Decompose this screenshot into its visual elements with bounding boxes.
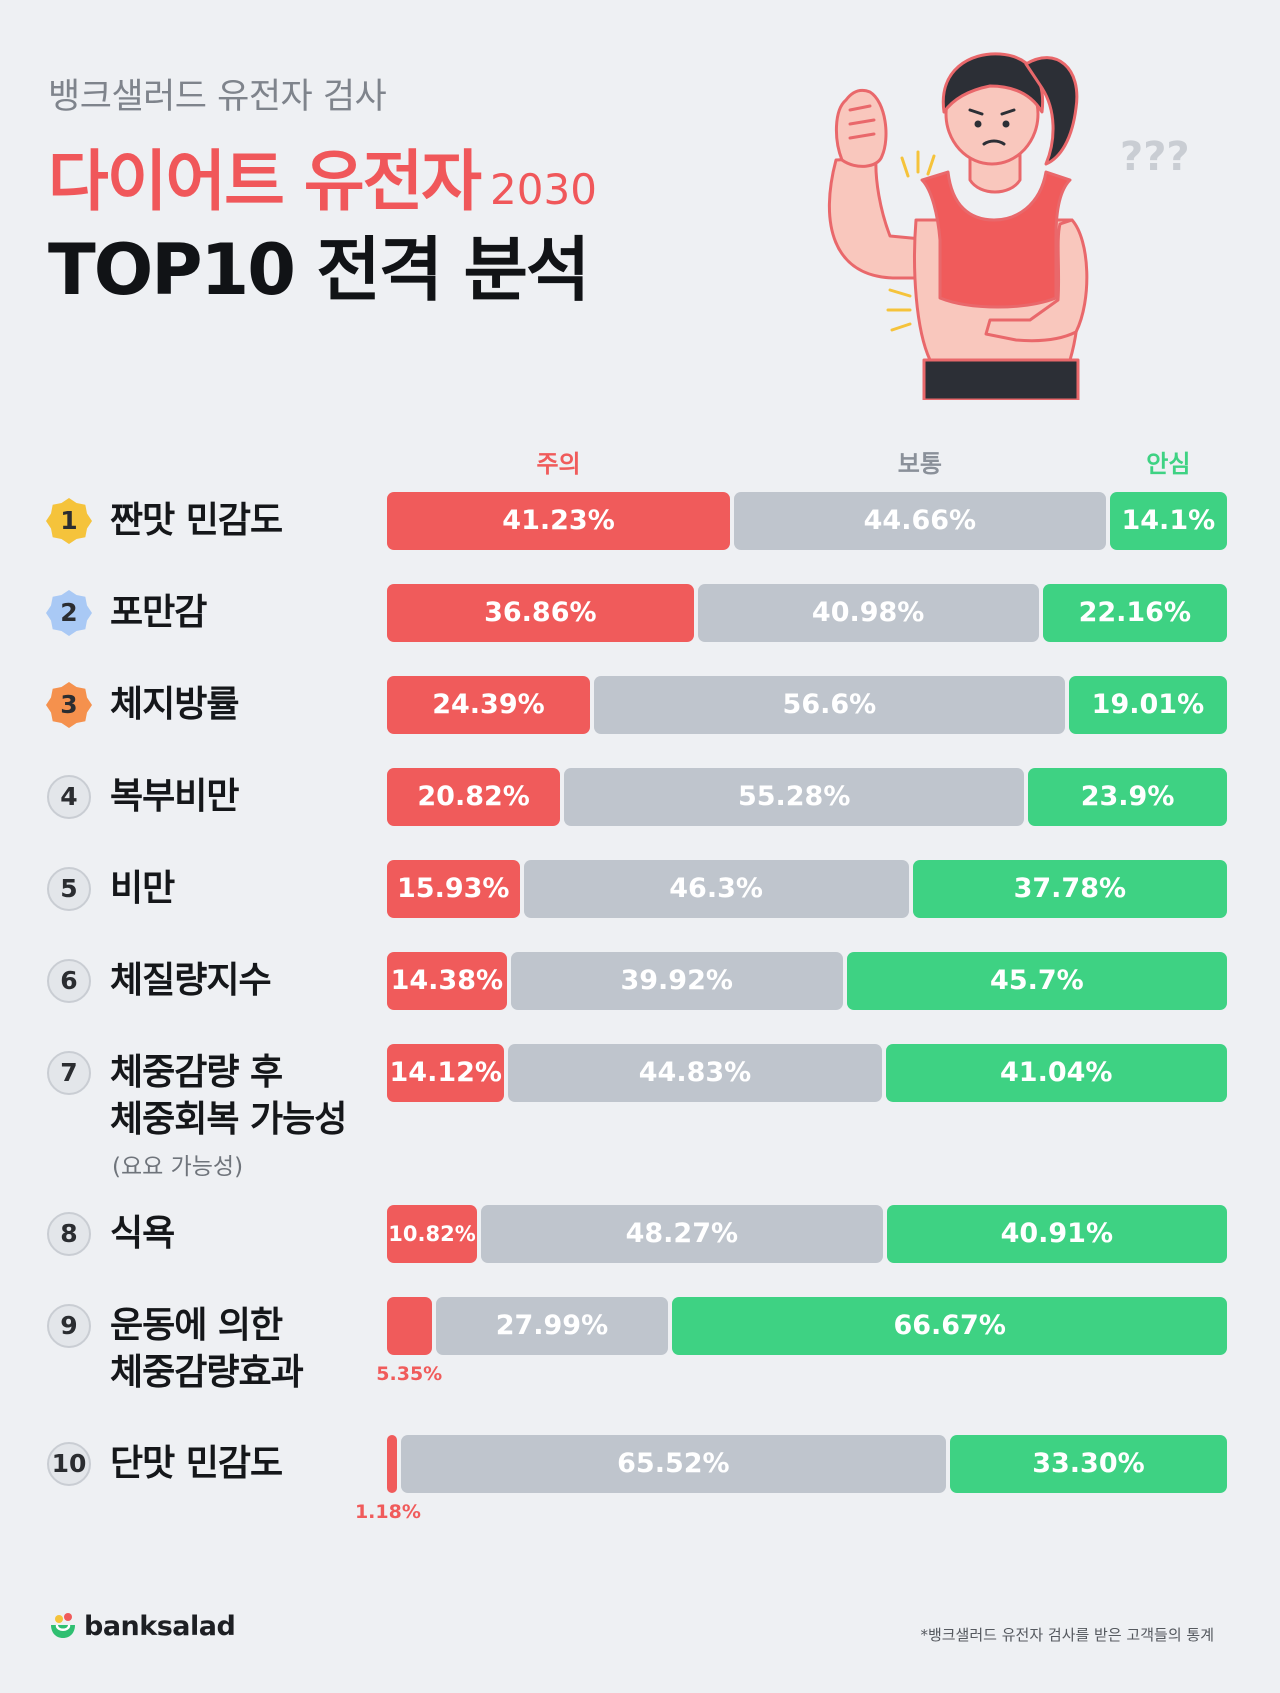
bar-segment-normal: 39.92%: [510, 952, 843, 1010]
rank-badge: 9: [46, 1303, 92, 1349]
row-label: 비만: [110, 868, 175, 909]
rank-number: 6: [60, 966, 78, 995]
stacked-bar: 14.12% 44.83% 41.04%: [387, 1044, 1227, 1102]
bar-segment-safe: 19.01%: [1068, 676, 1227, 734]
bar-segment-caution: 10.82%: [387, 1205, 478, 1263]
rank-number: 9: [60, 1311, 78, 1340]
stacked-bar: 65.52% 33.30%: [387, 1435, 1227, 1493]
row-label: 복부비만: [110, 776, 239, 817]
row-label: 짠맛 민감도: [110, 500, 283, 541]
bar-segment-safe: 22.16%: [1042, 584, 1227, 642]
rank-number: 3: [60, 690, 78, 719]
bar-segment-caution: [387, 1297, 432, 1355]
rank-badge: 8: [46, 1211, 92, 1257]
row-label: 포만감: [110, 592, 207, 633]
bar-segment-normal: 46.3%: [523, 860, 909, 918]
rank-number: 7: [60, 1058, 78, 1087]
bar-outside-label: 5.35%: [376, 1363, 443, 1385]
bar-segment-safe: 37.78%: [912, 860, 1227, 918]
bar-segment-caution: 36.86%: [387, 584, 694, 642]
woman-flexing-illustration: ???: [827, 52, 1190, 400]
title-main: 다이어트 유전자: [48, 143, 482, 220]
stacked-bar: 10.82% 48.27% 40.91%: [387, 1205, 1227, 1263]
rank-badge: 4: [46, 774, 92, 820]
stacked-bar: 36.86% 40.98% 22.16%: [387, 584, 1227, 642]
brand-logo: banksalad: [48, 1606, 236, 1646]
bar-segment-normal: 56.6%: [593, 676, 1065, 734]
rank-badge: 10: [46, 1441, 92, 1487]
bar-segment-caution: 20.82%: [387, 768, 561, 826]
rank-number: 8: [60, 1219, 78, 1248]
bar-segment-normal: 44.83%: [508, 1044, 882, 1102]
bar-segment-caution: 24.39%: [387, 676, 590, 734]
bar-segment-safe: 33.30%: [949, 1435, 1227, 1493]
bar-segment-safe: 66.67%: [672, 1297, 1227, 1355]
bar-segment-normal: 40.98%: [697, 584, 1039, 642]
rank-badge: 1: [46, 498, 92, 544]
bar-segment-normal: 65.52%: [400, 1435, 946, 1493]
stacked-bar: 15.93% 46.3% 37.78%: [387, 860, 1227, 918]
header-kicker: 뱅크샐러드 유전자 검사: [48, 77, 387, 117]
row-label: 운동에 의한: [110, 1305, 283, 1346]
stacked-bar: 14.38% 39.92% 45.7%: [387, 952, 1227, 1010]
bar-segment-safe: 23.9%: [1028, 768, 1227, 826]
bar-segment-caution: 41.23%: [387, 492, 731, 550]
bar-segment-safe: 45.7%: [846, 952, 1227, 1010]
rank-number: 1: [60, 506, 78, 535]
row-label: 체중감량효과: [110, 1352, 304, 1393]
page-title: 다이어트 유전자 2030: [48, 128, 597, 224]
bar-segment-normal: 48.27%: [481, 1205, 883, 1263]
rank-number: 5: [60, 874, 78, 903]
row-label: 체지방률: [110, 684, 239, 725]
row-label: 체중감량 후: [110, 1052, 283, 1093]
bar-segment-caution: [387, 1435, 397, 1493]
stacked-bar: 20.82% 55.28% 23.9%: [387, 768, 1227, 826]
rank-badge: 2: [46, 590, 92, 636]
stacked-bar: 27.99% 66.67%: [387, 1297, 1227, 1355]
rank-badge: 6: [46, 958, 92, 1004]
column-header-safe: 안심: [1146, 450, 1191, 478]
page-subtitle: TOP10 전격 분석: [48, 229, 590, 311]
column-header-caution: 주의: [536, 450, 581, 478]
bar-segment-safe: 14.1%: [1109, 492, 1227, 550]
rank-badge: 5: [46, 866, 92, 912]
bar-segment-normal: 55.28%: [564, 768, 1025, 826]
bar-segment-normal: 27.99%: [435, 1297, 669, 1355]
row-label: 단맛 민감도: [110, 1443, 283, 1484]
bar-segment-caution: 14.12%: [387, 1044, 505, 1102]
rank-badge: 7: [46, 1050, 92, 1096]
stacked-bar: 24.39% 56.6% 19.01%: [387, 676, 1227, 734]
bar-segment-safe: 40.91%: [886, 1205, 1227, 1263]
bar-outside-label: 1.18%: [354, 1501, 421, 1523]
rank-number: 4: [60, 782, 78, 811]
row-label: 체중회복 가능성: [110, 1099, 347, 1140]
rank-number: 2: [60, 598, 78, 627]
stacked-bar: 41.23% 44.66% 14.1%: [387, 492, 1227, 550]
bar-segment-caution: 15.93%: [387, 860, 520, 918]
banksalad-logo-icon: [51, 1613, 75, 1638]
footnote: *뱅크샐러드 유전자 검사를 받은 고객들의 통계: [920, 1626, 1214, 1644]
bar-segment-safe: 41.04%: [885, 1044, 1227, 1102]
question-marks: ???: [1120, 134, 1190, 180]
rank-number: 10: [51, 1449, 87, 1478]
column-header-normal: 보통: [897, 450, 942, 478]
brand-name: banksalad: [84, 1610, 236, 1642]
bar-segment-normal: 44.66%: [734, 492, 1106, 550]
row-label: 체질량지수: [110, 960, 272, 1001]
title-year: 2030: [490, 165, 597, 214]
row-sublabel: (요요 가능성): [112, 1154, 244, 1180]
rank-badge: 3: [46, 682, 92, 728]
row-label: 식욕: [110, 1213, 175, 1254]
bar-segment-caution: 14.38%: [387, 952, 507, 1010]
